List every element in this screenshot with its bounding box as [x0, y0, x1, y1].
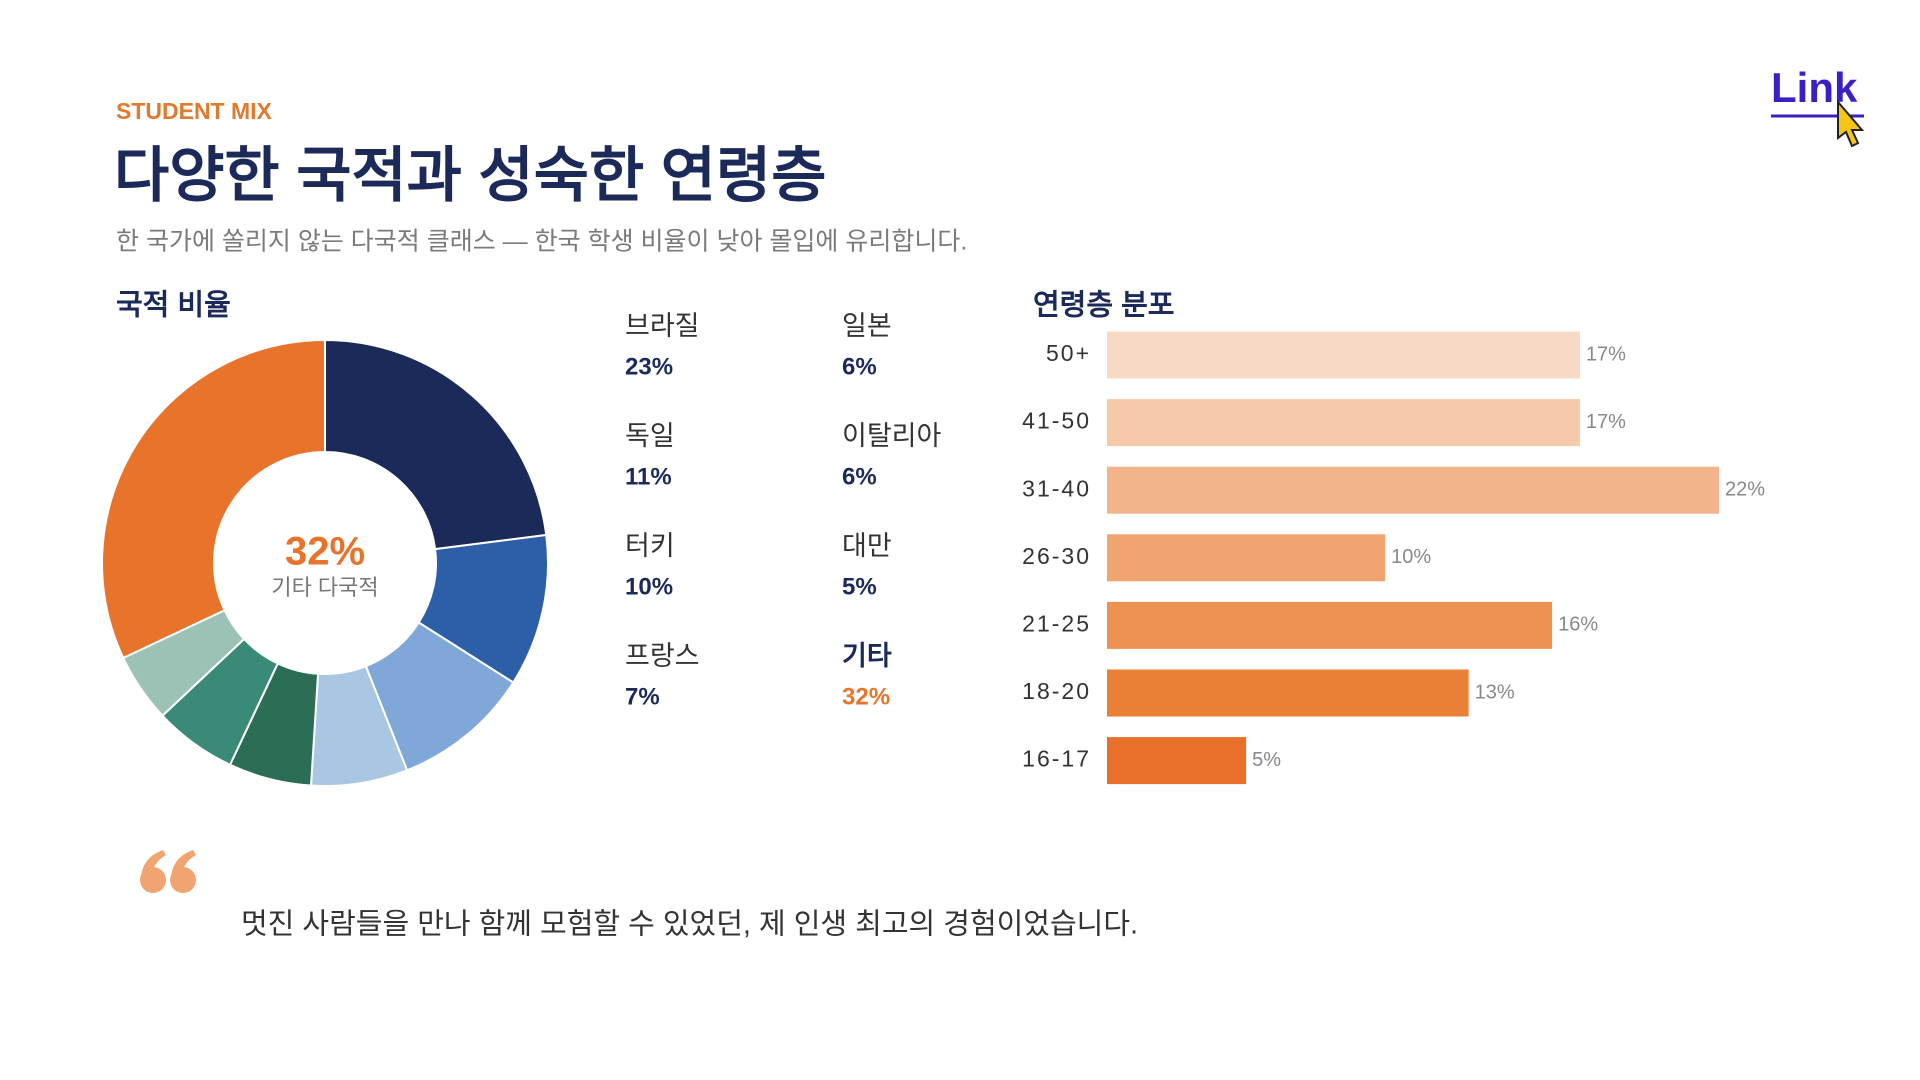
bar: [1107, 399, 1580, 447]
legend-value: 7%: [625, 683, 660, 710]
y-tick-label: 31-40: [1022, 475, 1091, 501]
title: 다양한 국적과 성숙한 연령층: [114, 142, 826, 209]
link-text[interactable]: Link: [1771, 64, 1858, 111]
legend-label: 브라질: [625, 311, 700, 341]
legend-label: 기타: [842, 641, 892, 671]
legend-value: 6%: [842, 353, 877, 380]
bar-title: 연령층 분포: [1033, 289, 1174, 322]
legend-value: 23%: [625, 353, 673, 380]
bar: [1107, 669, 1469, 717]
bar: [1107, 737, 1247, 785]
legend-value: 11%: [625, 463, 672, 490]
value-label: 22%: [1725, 478, 1765, 500]
pie-title: 국적 비율: [116, 289, 231, 322]
legend-label: 독일: [625, 421, 675, 451]
value-label: 10%: [1391, 546, 1431, 568]
bar: [1107, 331, 1580, 379]
legend-label: 이탈리아: [842, 421, 942, 451]
value-label: 13%: [1475, 681, 1515, 703]
y-tick-label: 50+: [1046, 340, 1091, 366]
y-tick-label: 21-25: [1022, 610, 1091, 636]
quote: 멋진 사람들을 만나 함께 모험할 수 있었던, 제 인생 최고의 경험이었습니…: [241, 908, 1138, 941]
value-label: 17%: [1586, 343, 1626, 365]
pie-slice: [101, 338, 326, 660]
y-tick-label: 26-30: [1022, 543, 1091, 569]
value-label: 17%: [1586, 411, 1626, 433]
bar: [1107, 601, 1553, 649]
eyebrow: STUDENT MIX: [116, 98, 273, 124]
pie-slice: [324, 338, 548, 551]
legend-label: 터키: [625, 531, 675, 561]
link[interactable]: Link: [1771, 64, 1865, 148]
subtitle: 한 국가에 쏠리지 않는 다국적 클래스 — 한국 학생 비율이 낮아 몰입에 …: [116, 228, 967, 256]
y-tick-label: 16-17: [1022, 746, 1091, 772]
legend-value: 10%: [625, 573, 673, 600]
y-tick-label: 18-20: [1022, 678, 1091, 704]
legend-value: 32%: [842, 683, 890, 710]
legend-value: 5%: [842, 573, 877, 600]
bar: [1107, 466, 1719, 514]
quote-mark: [140, 850, 196, 893]
center-label: 기타 다국적: [271, 575, 378, 600]
value-label: 16%: [1558, 614, 1598, 636]
legend-value: 6%: [842, 463, 877, 490]
legend-label: 프랑스: [625, 641, 700, 671]
center-value: 32%: [285, 530, 365, 574]
legend-label: 일본: [842, 311, 892, 341]
y-tick-label: 41-50: [1022, 408, 1091, 434]
legend-label: 대만: [842, 531, 892, 561]
bar: [1107, 534, 1386, 582]
value-label: 5%: [1252, 749, 1281, 771]
cursor-icon: [1837, 99, 1865, 148]
